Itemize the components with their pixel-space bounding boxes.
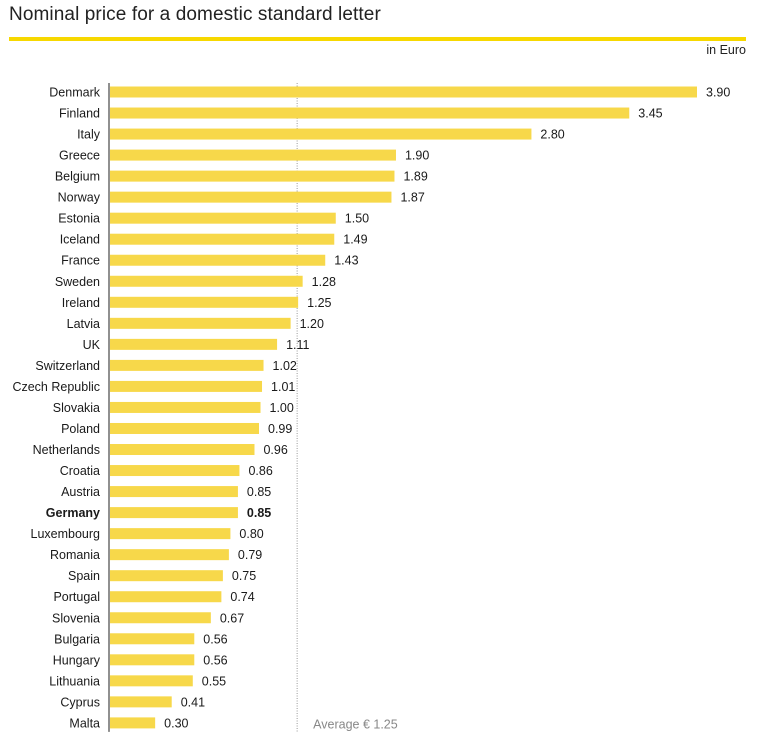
- category-label: Norway: [58, 191, 101, 205]
- category-label: Finland: [59, 107, 100, 121]
- bar-norway: [110, 191, 392, 203]
- bar-uk: [110, 338, 278, 350]
- value-label: 1.28: [312, 275, 336, 289]
- unit-label: in Euro: [706, 43, 746, 57]
- value-label: 0.74: [230, 590, 254, 604]
- value-label: 1.25: [307, 296, 331, 310]
- bar-latvia: [110, 317, 291, 329]
- value-label: 1.87: [400, 191, 424, 205]
- bar-portugal: [110, 591, 222, 603]
- category-label: Estonia: [58, 212, 100, 226]
- category-label: Czech Republic: [12, 380, 100, 394]
- bar-estonia: [110, 212, 336, 224]
- value-label: 0.85: [247, 485, 271, 499]
- value-label: 0.56: [203, 632, 227, 646]
- bar-lithuania: [110, 675, 193, 687]
- category-label: Bulgaria: [54, 632, 100, 646]
- bar-iceland: [110, 233, 335, 245]
- bar-slovakia: [110, 401, 261, 413]
- value-label: 0.55: [202, 674, 226, 688]
- category-label: Denmark: [49, 86, 100, 100]
- category-label: Slovakia: [53, 401, 100, 415]
- bar-france: [110, 254, 326, 266]
- category-label: Belgium: [55, 170, 100, 184]
- category-label: Netherlands: [33, 443, 100, 457]
- category-label: Sweden: [55, 275, 100, 289]
- bar-switzerland: [110, 359, 264, 371]
- category-label: Hungary: [53, 653, 101, 667]
- category-label: Portugal: [53, 590, 100, 604]
- value-label: 0.79: [238, 548, 262, 562]
- value-label: 0.85: [247, 506, 271, 520]
- bar-hungary: [110, 654, 195, 666]
- value-label: 1.90: [405, 149, 429, 163]
- bar-spain: [110, 570, 223, 582]
- category-label: Luxembourg: [31, 527, 101, 541]
- value-label: 0.80: [239, 527, 263, 541]
- value-label: 3.90: [706, 86, 730, 100]
- bar-bulgaria: [110, 633, 195, 645]
- category-label: Greece: [59, 149, 100, 163]
- bar-austria: [110, 486, 238, 498]
- bar-czech-republic: [110, 380, 263, 392]
- category-label: Slovenia: [52, 611, 100, 625]
- value-label: 0.86: [248, 464, 272, 478]
- bar-finland: [110, 107, 630, 119]
- category-label: Cyprus: [60, 695, 100, 709]
- value-label: 1.00: [270, 401, 294, 415]
- value-label: 1.20: [300, 317, 324, 331]
- bar-romania: [110, 549, 229, 561]
- bar-poland: [110, 422, 260, 434]
- bar-luxembourg: [110, 528, 231, 540]
- value-label: 2.80: [540, 128, 564, 142]
- category-label: Malta: [69, 716, 100, 730]
- value-label: 0.75: [232, 569, 256, 583]
- value-label: 1.43: [334, 254, 358, 268]
- bar-cyprus: [110, 696, 172, 708]
- chart-title: Nominal price for a domestic standard le…: [9, 4, 381, 25]
- category-label: Croatia: [60, 464, 100, 478]
- value-label: 3.45: [638, 107, 662, 121]
- category-label: Spain: [68, 569, 100, 583]
- category-label: Iceland: [60, 233, 100, 247]
- category-label: France: [61, 254, 100, 268]
- value-label: 0.67: [220, 611, 244, 625]
- value-label: 1.50: [345, 212, 369, 226]
- category-label: Latvia: [67, 317, 100, 331]
- value-label: 1.01: [271, 380, 295, 394]
- bar-ireland: [110, 296, 299, 308]
- value-label: 0.99: [268, 422, 292, 436]
- category-label: Austria: [61, 485, 100, 499]
- value-label: 0.41: [181, 695, 205, 709]
- category-label: Switzerland: [35, 359, 100, 373]
- bar-belgium: [110, 170, 395, 182]
- bar-croatia: [110, 465, 240, 477]
- average-label: Average € 1.25: [313, 717, 398, 731]
- category-label: UK: [83, 338, 101, 352]
- category-label: Italy: [77, 128, 101, 142]
- bar-greece: [110, 149, 396, 161]
- bar-denmark: [110, 86, 697, 98]
- category-label: Poland: [61, 422, 100, 436]
- value-label: 0.96: [263, 443, 287, 457]
- value-label: 0.56: [203, 653, 227, 667]
- bar-germany: [110, 507, 238, 519]
- bar-slovenia: [110, 612, 211, 624]
- bar-netherlands: [110, 444, 255, 456]
- bar-malta: [110, 717, 156, 729]
- value-label: 1.89: [403, 170, 427, 184]
- value-label: 1.11: [286, 338, 309, 352]
- value-label: 1.49: [343, 233, 367, 247]
- bar-italy: [110, 128, 532, 140]
- category-label: Romania: [50, 548, 100, 562]
- title-underline: [9, 37, 746, 41]
- bar-sweden: [110, 275, 303, 287]
- value-label: 1.02: [273, 359, 297, 373]
- category-label: Germany: [46, 506, 100, 520]
- category-label: Ireland: [62, 296, 100, 310]
- value-label: 0.30: [164, 716, 188, 730]
- category-label: Lithuania: [49, 674, 100, 688]
